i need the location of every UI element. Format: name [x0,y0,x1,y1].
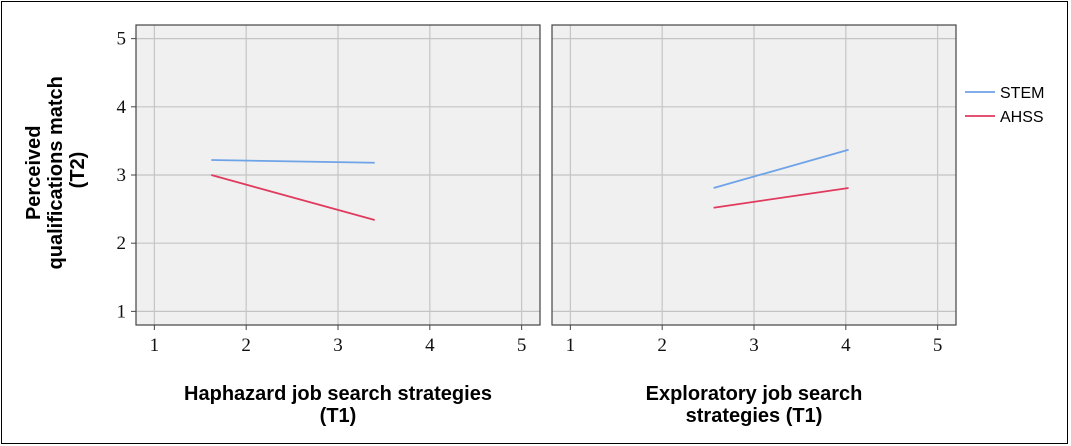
x-axis-label: Haphazard job search strategies (T1) [184,383,492,427]
x-tick-label: 5 [933,335,943,356]
panel-2: 1 2 3 4 5 Exploratory job search strategies (T… [551,24,957,427]
series-line-stem [713,148,849,189]
x-tick-label: 3 [749,335,759,356]
x-tick-label: 4 [841,335,851,356]
y-tick-label: 4 [117,97,127,118]
series-line-stem [211,159,375,164]
y-tick-label: 2 [117,233,127,254]
x-tick-label: 2 [657,335,667,356]
x-tick-label: 3 [333,335,343,356]
x-tick-label: 2 [241,335,251,356]
legend-label-stem: STEM [1000,85,1044,102]
x-axis-label-line-1: Haphazard job search strategies [184,383,492,405]
y-axis-label-line-2: qualifications match [45,76,67,269]
y-axis-label: Perceived qualifications match (T2) [23,71,89,270]
legend-label-ahss: AHSS [1000,109,1044,126]
y-tick-label: 3 [117,165,127,186]
y-axis-label-line-1: Perceived [23,126,45,221]
legend: STEM AHSS [965,85,1044,126]
x-tick-label: 5 [517,335,527,356]
panel-1: 1 2 3 4 5 1 2 3 4 5 Haphazard job search strategie… [117,24,541,427]
series-line-ahss [211,174,375,221]
y-axis-label-line-3: (T2) [67,152,89,189]
y-tick-label: 1 [117,301,127,322]
x-axis-label: Exploratory job search strategies (T1) [646,383,863,427]
x-axis-label-line-2: (T1) [320,405,357,427]
x-axis-label-line-2: strategies (T1) [686,405,823,427]
x-tick-label: 1 [566,335,576,356]
series-line-ahss [713,187,849,209]
x-tick-label: 1 [150,335,160,356]
x-tick-label: 4 [425,335,435,356]
y-tick-label: 5 [117,29,127,50]
x-axis-label-line-1: Exploratory job search [646,383,863,405]
